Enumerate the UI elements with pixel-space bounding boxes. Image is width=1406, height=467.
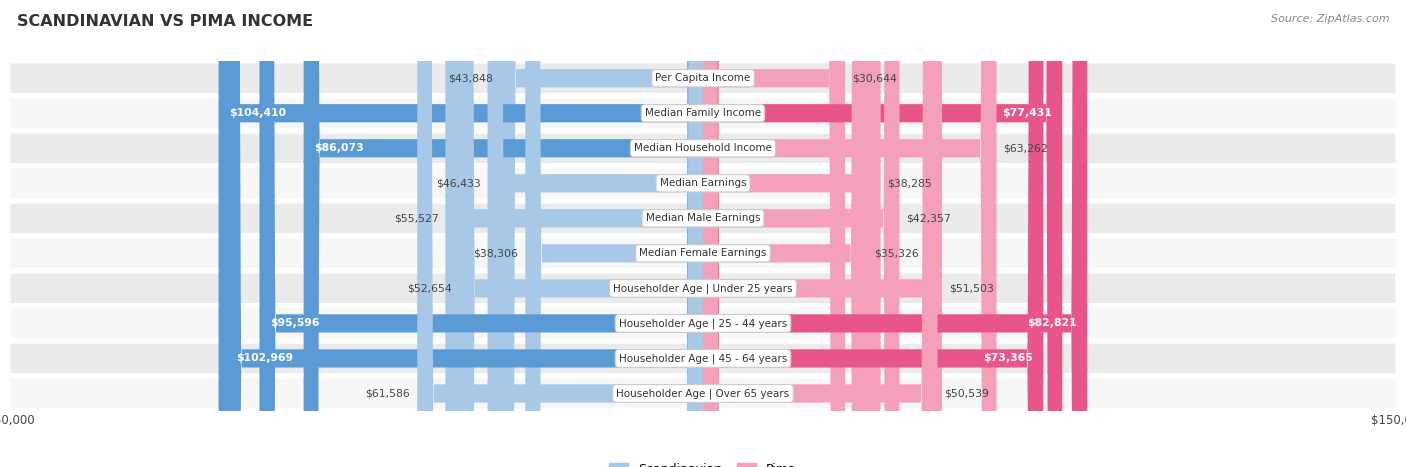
FancyBboxPatch shape xyxy=(10,274,1396,303)
FancyBboxPatch shape xyxy=(10,309,1396,338)
FancyBboxPatch shape xyxy=(703,0,880,467)
Text: Per Capita Income: Per Capita Income xyxy=(655,73,751,83)
Text: Median Household Income: Median Household Income xyxy=(634,143,772,153)
Text: $61,586: $61,586 xyxy=(366,389,411,398)
Text: $38,285: $38,285 xyxy=(887,178,932,188)
FancyBboxPatch shape xyxy=(10,99,1396,128)
Text: $73,365: $73,365 xyxy=(983,354,1033,363)
Text: $77,431: $77,431 xyxy=(1002,108,1052,118)
Text: $102,969: $102,969 xyxy=(236,354,292,363)
FancyBboxPatch shape xyxy=(458,0,703,467)
Text: $63,262: $63,262 xyxy=(1004,143,1049,153)
FancyBboxPatch shape xyxy=(526,0,703,467)
FancyBboxPatch shape xyxy=(703,0,1043,467)
FancyBboxPatch shape xyxy=(703,0,938,467)
FancyBboxPatch shape xyxy=(488,0,703,467)
Text: $52,654: $52,654 xyxy=(406,283,451,293)
Text: Householder Age | Under 25 years: Householder Age | Under 25 years xyxy=(613,283,793,294)
Text: $38,306: $38,306 xyxy=(474,248,519,258)
Legend: Scandinavian, Pima: Scandinavian, Pima xyxy=(603,456,803,467)
Text: Householder Age | 45 - 64 years: Householder Age | 45 - 64 years xyxy=(619,353,787,364)
FancyBboxPatch shape xyxy=(499,0,703,467)
FancyBboxPatch shape xyxy=(703,0,997,467)
FancyBboxPatch shape xyxy=(10,379,1396,408)
Text: Median Female Earnings: Median Female Earnings xyxy=(640,248,766,258)
FancyBboxPatch shape xyxy=(10,134,1396,163)
FancyBboxPatch shape xyxy=(446,0,703,467)
Text: $86,073: $86,073 xyxy=(314,143,364,153)
Text: $104,410: $104,410 xyxy=(229,108,287,118)
Text: $30,644: $30,644 xyxy=(852,73,897,83)
FancyBboxPatch shape xyxy=(703,0,1063,467)
FancyBboxPatch shape xyxy=(10,239,1396,268)
FancyBboxPatch shape xyxy=(218,0,703,467)
Text: $51,503: $51,503 xyxy=(949,283,994,293)
Text: $46,433: $46,433 xyxy=(436,178,481,188)
FancyBboxPatch shape xyxy=(304,0,703,467)
Text: $43,848: $43,848 xyxy=(449,73,492,83)
Text: $50,539: $50,539 xyxy=(945,389,990,398)
FancyBboxPatch shape xyxy=(260,0,703,467)
Text: $35,326: $35,326 xyxy=(875,248,918,258)
Text: $42,357: $42,357 xyxy=(907,213,952,223)
Text: Householder Age | Over 65 years: Householder Age | Over 65 years xyxy=(616,388,790,399)
Text: $95,596: $95,596 xyxy=(270,318,319,328)
Text: Median Male Earnings: Median Male Earnings xyxy=(645,213,761,223)
FancyBboxPatch shape xyxy=(10,169,1396,198)
FancyBboxPatch shape xyxy=(10,204,1396,233)
Text: Source: ZipAtlas.com: Source: ZipAtlas.com xyxy=(1271,14,1389,24)
Text: Householder Age | 25 - 44 years: Householder Age | 25 - 44 years xyxy=(619,318,787,329)
Text: $55,527: $55,527 xyxy=(394,213,439,223)
FancyBboxPatch shape xyxy=(225,0,703,467)
FancyBboxPatch shape xyxy=(703,0,942,467)
FancyBboxPatch shape xyxy=(703,0,868,467)
Text: $82,821: $82,821 xyxy=(1028,318,1077,328)
FancyBboxPatch shape xyxy=(10,64,1396,93)
FancyBboxPatch shape xyxy=(10,344,1396,373)
FancyBboxPatch shape xyxy=(418,0,703,467)
Text: Median Earnings: Median Earnings xyxy=(659,178,747,188)
FancyBboxPatch shape xyxy=(703,0,845,467)
FancyBboxPatch shape xyxy=(703,0,1087,467)
Text: SCANDINAVIAN VS PIMA INCOME: SCANDINAVIAN VS PIMA INCOME xyxy=(17,14,314,29)
FancyBboxPatch shape xyxy=(703,0,900,467)
Text: Median Family Income: Median Family Income xyxy=(645,108,761,118)
